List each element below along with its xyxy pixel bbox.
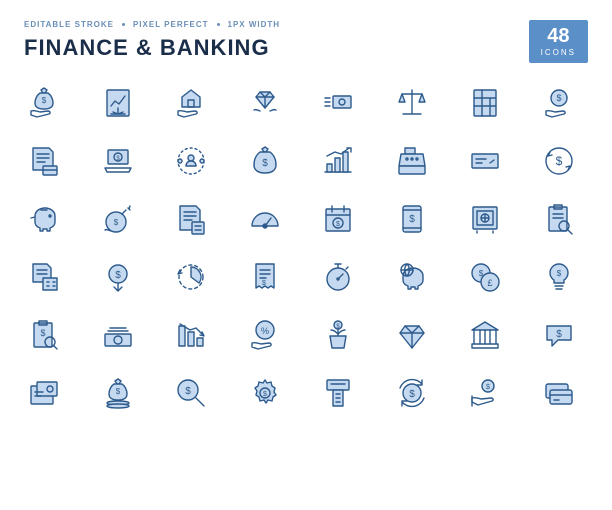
svg-text:$: $ — [115, 270, 121, 281]
coin-hand-icon: $ — [541, 85, 577, 121]
bank-icon — [467, 317, 503, 353]
credit-cards-icon — [541, 375, 577, 411]
piggy-global-icon — [394, 259, 430, 295]
tag-width: 1PX WIDTH — [228, 20, 281, 29]
svg-text:$: $ — [556, 269, 561, 278]
cash-transfer-icon — [320, 85, 356, 121]
badge-label: ICONS — [541, 48, 576, 57]
svg-text:$: $ — [409, 389, 415, 400]
growth-chart-icon — [320, 143, 356, 179]
lightbulb-icon: $ — [541, 259, 577, 295]
pie-cycle-icon — [173, 259, 209, 295]
tag-editable: EDITABLE STROKE — [24, 20, 114, 29]
atm-icon — [320, 375, 356, 411]
give-coin-icon: $ — [467, 375, 503, 411]
tax-calc-icon — [173, 201, 209, 237]
page-title: FINANCE & BANKING — [24, 35, 280, 61]
calculator-grid-icon — [467, 85, 503, 121]
svg-text:$: $ — [479, 269, 484, 278]
header-tags: EDITABLE STROKE PIXEL PERFECT 1PX WIDTH — [24, 20, 280, 29]
svg-text:$: $ — [185, 386, 191, 397]
tablet-dollar-icon: $ — [394, 201, 430, 237]
calendar-money-icon: $ — [320, 201, 356, 237]
diamond-hands-icon — [247, 85, 283, 121]
dot-sep — [122, 23, 125, 26]
svg-text:$: $ — [336, 221, 340, 228]
cash-stack-icon — [100, 317, 136, 353]
people-network-icon — [173, 143, 209, 179]
diamond-icon — [394, 317, 430, 353]
tag-pixel: PIXEL PERFECT — [133, 20, 209, 29]
exchange-dollar-icon: $ — [541, 143, 577, 179]
badge-number: 48 — [547, 26, 569, 46]
money-bag-hand-icon: $ — [26, 85, 62, 121]
svg-text:$: $ — [555, 154, 562, 168]
gauge-icon — [247, 201, 283, 237]
refresh-dollar-icon: $ — [394, 375, 430, 411]
cash-register-icon — [394, 143, 430, 179]
svg-text:$: $ — [42, 96, 47, 105]
header: EDITABLE STROKE PIXEL PERFECT 1PX WIDTH … — [24, 20, 588, 63]
percent-hand-icon: % — [247, 317, 283, 353]
svg-text:$: $ — [115, 387, 120, 396]
svg-text:$: $ — [262, 158, 268, 169]
svg-text:$: $ — [263, 391, 267, 398]
dot-sep — [217, 23, 220, 26]
clipboard-dollar-search-icon: $ — [26, 317, 62, 353]
balance-chart-icon — [100, 85, 136, 121]
svg-text:$: $ — [409, 214, 415, 225]
clipboard-search-icon — [541, 201, 577, 237]
invoice-card-icon — [26, 143, 62, 179]
money-bag-icon: $ — [247, 143, 283, 179]
header-left: EDITABLE STROKE PIXEL PERFECT 1PX WIDTH … — [24, 20, 280, 61]
plant-money-icon: $ — [320, 317, 356, 353]
house-hand-icon — [173, 85, 209, 121]
building-invoice-icon — [26, 259, 62, 295]
svg-text:$: $ — [486, 384, 490, 391]
check-icon — [467, 143, 503, 179]
piggy-bank-icon — [26, 201, 62, 237]
receipt-icon: $ — [247, 259, 283, 295]
debt-bomb-icon: $ — [100, 201, 136, 237]
wallet-icon — [26, 375, 62, 411]
gear-icon: $ — [247, 375, 283, 411]
safe-icon — [467, 201, 503, 237]
svg-text:$: $ — [556, 329, 562, 340]
svg-text:$: $ — [113, 218, 118, 227]
svg-text:%: % — [260, 326, 268, 336]
svg-text:$: $ — [40, 328, 45, 338]
laptop-money-icon: $ — [100, 143, 136, 179]
bar-chart-down-icon — [173, 317, 209, 353]
search-dollar-icon: $ — [173, 375, 209, 411]
stopwatch-icon — [320, 259, 356, 295]
icon-grid: $ $ $ $ $ $ $ $ $ $ $£ $ $ % $ $ $ $ $ $… — [24, 81, 588, 415]
scales-icon — [394, 85, 430, 121]
chat-dollar-icon: $ — [541, 317, 577, 353]
dollar-down-icon: $ — [100, 259, 136, 295]
money-bag-stack-icon: $ — [100, 375, 136, 411]
count-badge: 48 ICONS — [529, 20, 588, 63]
svg-text:£: £ — [487, 278, 492, 288]
coins-pound-icon: $£ — [467, 259, 503, 295]
svg-text:$: $ — [262, 280, 266, 287]
svg-text:$: $ — [556, 93, 561, 103]
